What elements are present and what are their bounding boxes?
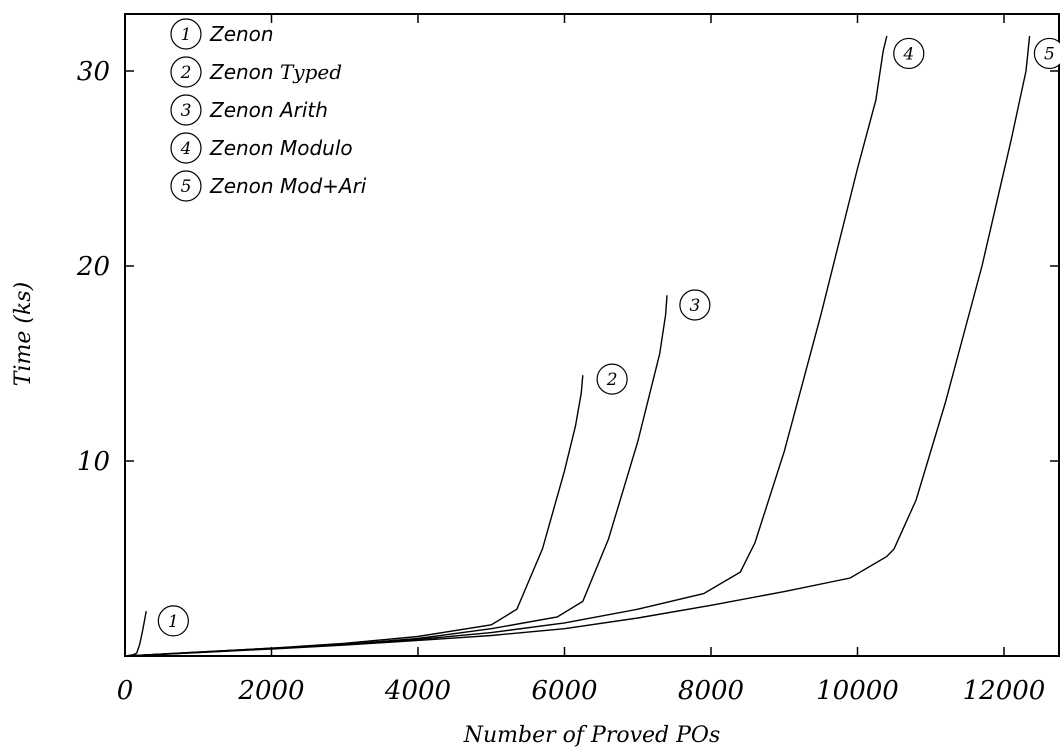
legend-label-1: Zenon [209, 22, 274, 46]
legend-badge-5: 5 [171, 171, 201, 201]
curve-label-4-text: 4 [902, 44, 914, 64]
legend-item-1: 1 Zenon [171, 19, 274, 49]
legend-badge-3: 3 [171, 95, 201, 125]
y-axis-title: Time (ks) [11, 282, 36, 386]
curve-label-3: 3 [680, 290, 710, 320]
legend-item-3: 3 Zenon Arith [171, 95, 328, 125]
series-line-1 [125, 611, 146, 656]
curve-label-3-text: 3 [689, 296, 700, 316]
x-tick-label: 0 [117, 676, 134, 706]
legend-badge-4: 4 [171, 133, 201, 163]
curve-label-1: 1 [158, 606, 188, 636]
series-line-5 [125, 36, 1030, 656]
curve-label-5: 5 [1034, 38, 1060, 68]
legend-badge-1: 1 [171, 19, 201, 49]
legend-item-2: 2 Zenon Typed [171, 57, 342, 87]
x-tick-label: 8000 [678, 676, 744, 706]
curve-label-1-text: 1 [168, 612, 179, 632]
x-tick-label: 12000 [963, 676, 1046, 706]
curve-label-5-text: 5 [1044, 44, 1055, 64]
y-tick-label: 20 [76, 252, 110, 282]
series-line-4 [125, 36, 887, 656]
curve-annotations: 1 2 3 4 5 [158, 38, 1060, 635]
legend-label-5: Zenon Mod+Ari [209, 174, 367, 198]
curve-label-2-text: 2 [606, 370, 618, 390]
legend: 1 Zenon 2 Zenon Typed 3 Zenon Arith 4 Zenon Mod… [171, 19, 367, 201]
x-tick-label: 4000 [384, 676, 451, 706]
legend-label-2: Zenon Typed [209, 60, 342, 84]
series-line-3 [125, 295, 667, 656]
y-tick-label: 10 [77, 447, 110, 477]
legend-badge-1-text: 1 [181, 25, 192, 45]
legend-badge-2: 2 [171, 57, 201, 87]
x-tick-label: 6000 [531, 676, 597, 706]
legend-label-3: Zenon Arith [209, 98, 328, 122]
legend-badge-3-text: 3 [181, 101, 192, 121]
legend-badge-4-text: 4 [180, 139, 192, 159]
series-curves [125, 36, 1030, 656]
legend-item-4: 4 Zenon Modulo [171, 133, 353, 163]
legend-badge-5-text: 5 [181, 177, 192, 197]
x-tick-label: 10000 [816, 676, 899, 706]
legend-item-5: 5 Zenon Mod+Ari [171, 171, 367, 201]
curve-label-4: 4 [894, 38, 924, 68]
legend-badge-2-text: 2 [180, 63, 192, 83]
legend-label-4: Zenon Modulo [209, 136, 353, 160]
y-tick-label: 30 [77, 57, 110, 87]
series-line-2 [125, 375, 583, 656]
x-tick-label: 2000 [237, 676, 304, 706]
x-axis-title: Number of Proved POs [463, 723, 721, 748]
curve-label-2: 2 [597, 364, 627, 394]
